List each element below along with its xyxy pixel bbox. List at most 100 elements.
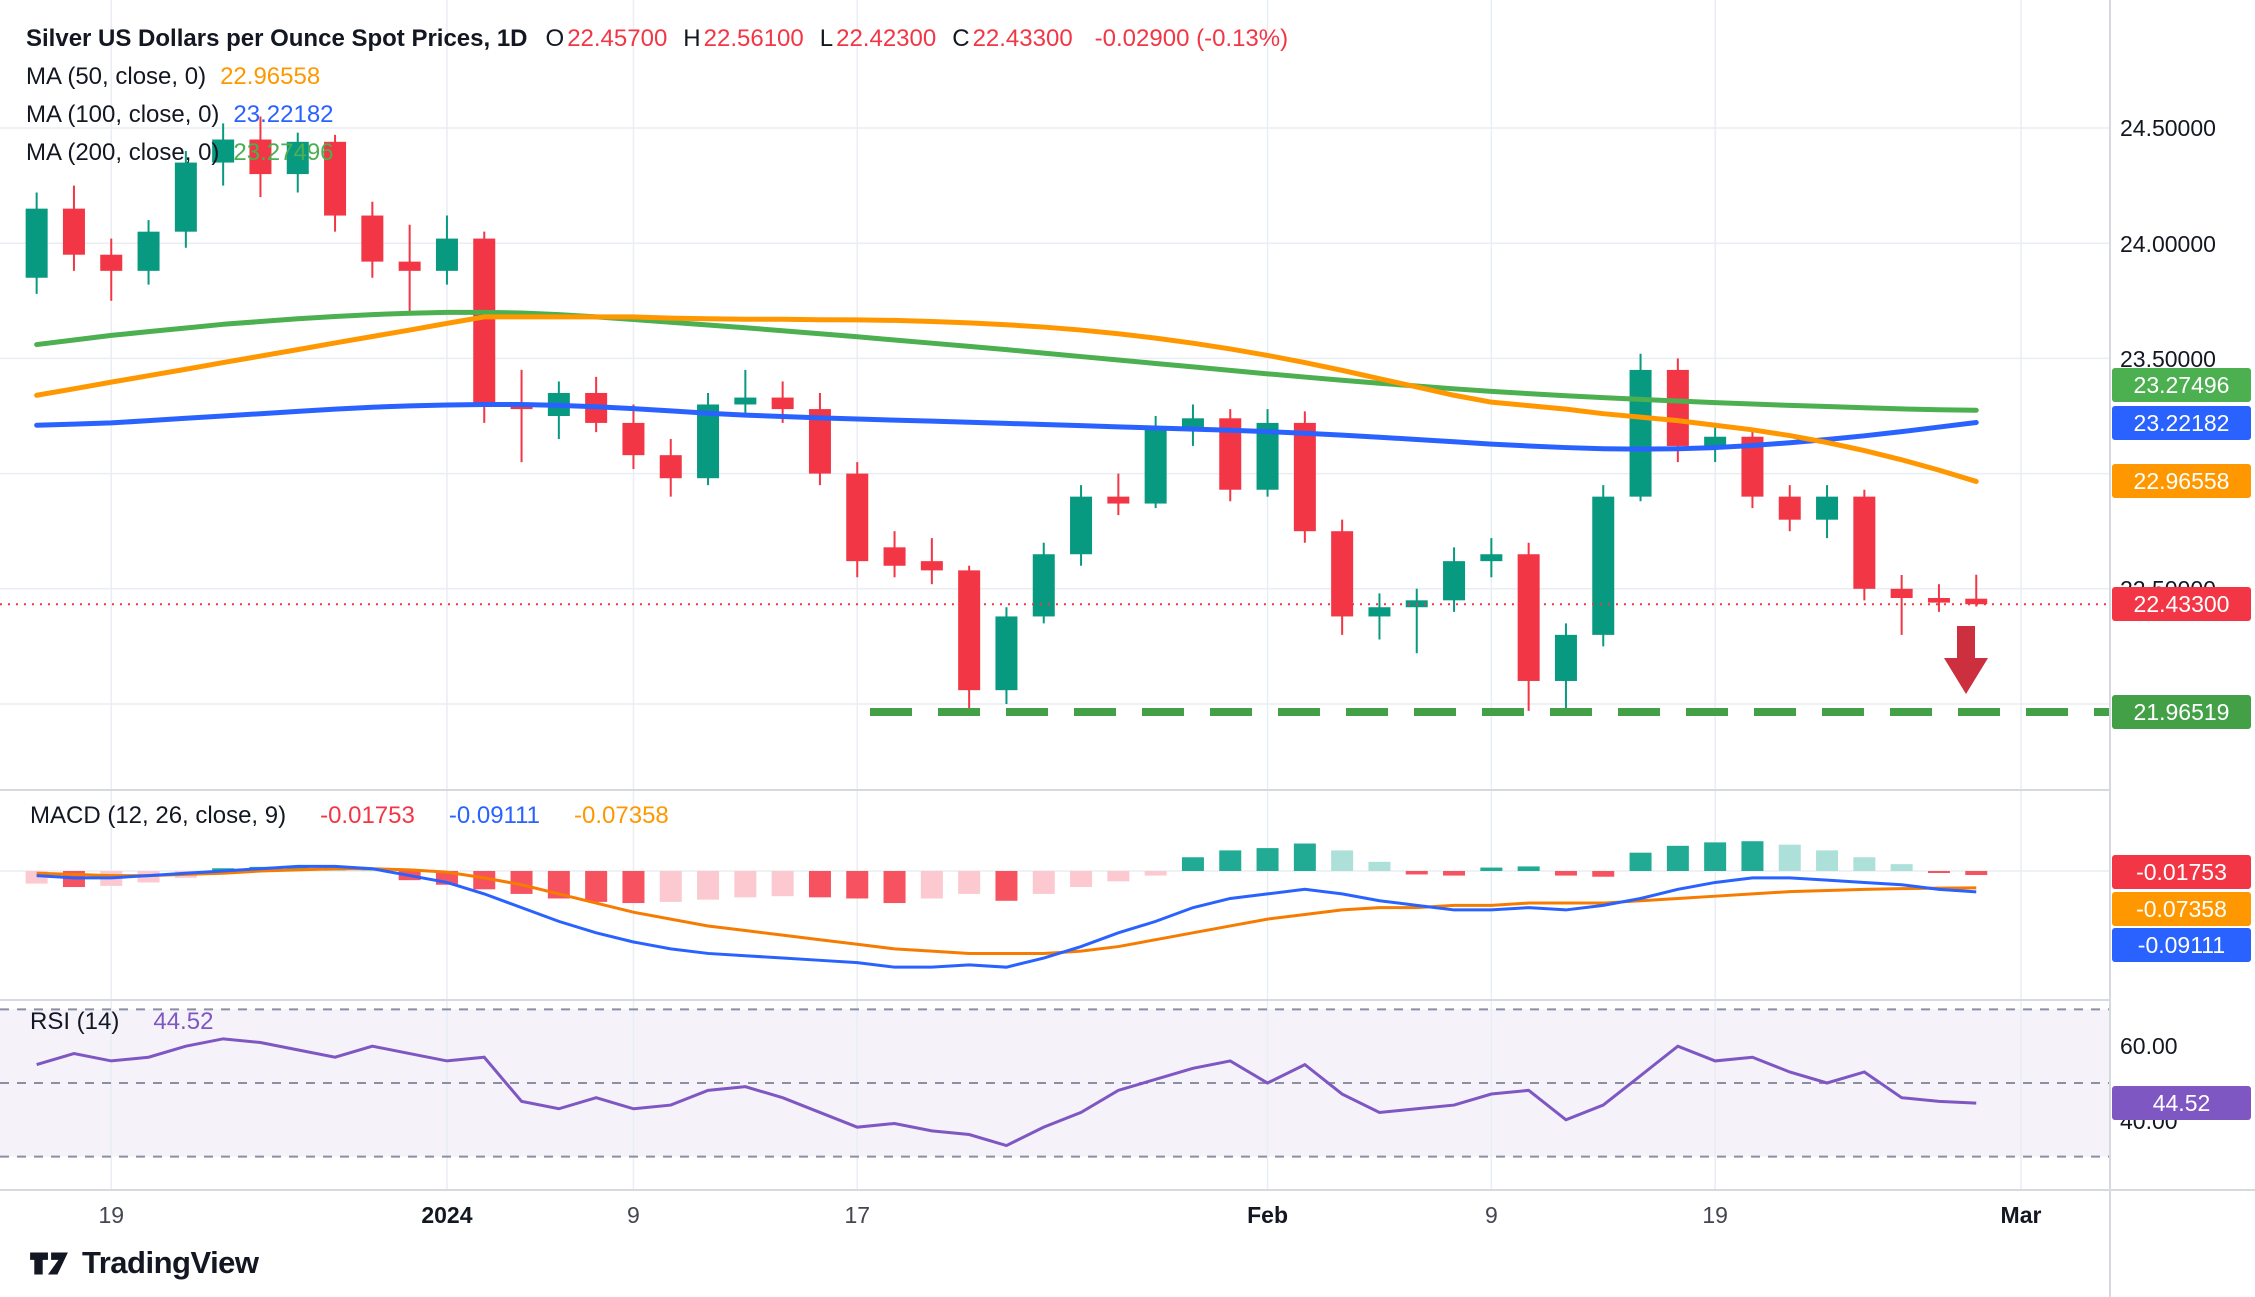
macd-histogram-bar: [1778, 844, 1801, 871]
price-axis-label: 24.00000: [2120, 231, 2216, 257]
macd-histogram-bar: [1070, 871, 1093, 888]
candle-body: [249, 139, 272, 175]
down-arrow-icon[interactable]: [1944, 626, 1988, 694]
ma100-value: 23.22182: [233, 101, 334, 128]
macd-histogram-bar: [1927, 871, 1950, 873]
candle-body: [1331, 531, 1354, 617]
macd-histogram-bar: [1666, 845, 1689, 871]
time-axis-label: Feb: [1247, 1202, 1288, 1228]
macd-histogram-bar: [1256, 848, 1279, 871]
macd-histogram-bar: [1405, 871, 1428, 875]
price-axis[interactable]: 24.5000024.0000023.5000022.5000060.0040.…: [2110, 0, 2255, 1297]
ohlc-low: L 22.42300: [820, 25, 936, 53]
price-axis-label: 23.50000: [2120, 346, 2216, 372]
time-axis-label: 9: [627, 1202, 640, 1228]
ma200-line: [34, 309, 1979, 413]
macd-histogram-bar: [1629, 852, 1652, 871]
macd-histogram-bar: [1517, 866, 1540, 871]
macd-histogram-bar: [1293, 843, 1316, 871]
price-badge: -0.01753: [2112, 855, 2251, 889]
ma50-label: MA (50, close, 0): [26, 63, 207, 90]
price-axis-label: 24.50000: [2120, 115, 2216, 141]
macd-histogram-bar: [1331, 850, 1354, 871]
candle-body: [1853, 496, 1876, 589]
macd-histogram-bar: [697, 871, 720, 900]
candle-body: [1070, 496, 1093, 555]
open-label: O: [545, 25, 565, 52]
tradingview-brand-text: TradingView: [82, 1245, 259, 1280]
macd-histogram-bar: [1032, 871, 1055, 894]
candle-body: [920, 561, 943, 571]
price-badge: 44.52: [2112, 1086, 2251, 1120]
macd-histogram-bar: [1890, 864, 1913, 871]
ma200-legend-row[interactable]: MA (200, close, 0) 23.27496: [26, 134, 1288, 172]
change-value: -0.02900 (-0.13%): [1094, 25, 1289, 52]
time-axis-label: 17: [844, 1202, 871, 1228]
symbol-title: Silver US Dollars per Ounce Spot Prices,…: [26, 25, 528, 52]
candle-body: [697, 404, 720, 479]
macd-histogram-bar: [622, 871, 645, 904]
candle-body: [1144, 427, 1167, 504]
macd-signal-value: -0.07358: [574, 802, 669, 829]
ma100-label: MA (100, close, 0): [26, 101, 220, 128]
candle-body: [473, 238, 496, 405]
rsi-value: 44.52: [153, 1008, 214, 1035]
macd-histogram-bar: [808, 871, 831, 898]
candle-body: [1629, 369, 1652, 497]
macd-histogram-bar: [920, 871, 943, 899]
candle-body: [286, 141, 309, 175]
candle-body: [1554, 634, 1577, 681]
candle-body: [1032, 554, 1055, 617]
price-badge: 23.22182: [2112, 406, 2251, 440]
candle-body: [808, 409, 831, 474]
ohlc-open: O 22.45700: [546, 25, 668, 53]
candle-body: [995, 616, 1018, 691]
tradingview-logo-icon: [30, 1252, 68, 1275]
time-axis-label: 19: [1702, 1202, 1728, 1228]
macd-legend-row[interactable]: MACD (12, 26, close, 9) -0.01753 -0.0911…: [30, 802, 669, 830]
tradingview-attribution[interactable]: TradingView: [28, 1244, 259, 1282]
ma50-line: [34, 314, 1979, 484]
macd-histogram-bar: [659, 871, 682, 902]
candle-body: [771, 397, 794, 410]
macd-histogram-bar: [846, 871, 869, 899]
candle-body: [100, 254, 123, 271]
symbol-title-row[interactable]: Silver US Dollars per Ounce Spot Prices,…: [26, 20, 1288, 58]
rsi-legend-row[interactable]: RSI (14) 44.52: [30, 1008, 213, 1036]
macd-histogram-bar: [771, 871, 794, 897]
macd-histogram-bar: [585, 871, 608, 902]
candle-body: [1927, 598, 1950, 603]
price-badge: 21.96519: [2112, 695, 2251, 729]
macd-histogram-bar: [1816, 850, 1839, 871]
candle-body: [62, 208, 85, 255]
candle-body: [1293, 422, 1316, 532]
macd-histogram-bar: [510, 871, 533, 894]
macd-histogram-bar: [1853, 857, 1876, 871]
candle-body: [137, 231, 160, 271]
ma50-legend-row[interactable]: MA (50, close, 0) 22.96558: [26, 58, 1288, 96]
close-value: 22.43300: [972, 25, 1073, 52]
time-axis-label: 2024: [421, 1202, 473, 1228]
low-label: L: [819, 25, 834, 52]
macd-main-line: [36, 864, 1977, 969]
candle-body: [1368, 607, 1391, 617]
macd-histogram-bar: [1741, 841, 1764, 871]
candle-body: [1480, 554, 1503, 562]
candle-body: [958, 570, 981, 691]
ohlc-close: C 22.43300: [952, 25, 1072, 53]
macd-histogram-bar: [995, 871, 1018, 901]
macd-histogram-bar: [734, 871, 757, 898]
candle-body: [846, 473, 869, 562]
candle-body: [659, 455, 682, 479]
macd-histogram-bar: [1965, 871, 1988, 876]
ma100-legend-row[interactable]: MA (100, close, 0) 23.22182: [26, 96, 1288, 134]
candle-body: [25, 208, 48, 278]
time-axis[interactable]: 19 2024 9 17 Feb 9 19 Mar: [0, 1196, 2110, 1240]
time-axis-label: Mar: [2000, 1202, 2042, 1228]
macd-histogram-bar: [1368, 861, 1391, 871]
price-axis-label: 60.00: [2120, 1033, 2178, 1059]
candle-body: [1256, 422, 1279, 490]
candle-body: [622, 422, 645, 456]
